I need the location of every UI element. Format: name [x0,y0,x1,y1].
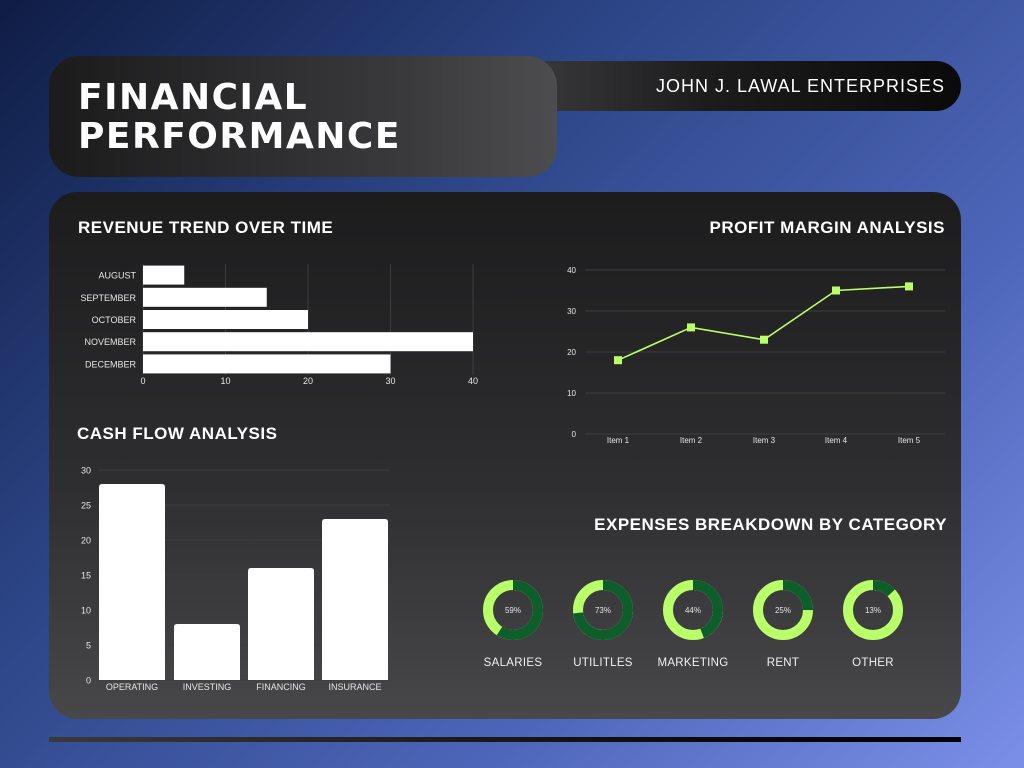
donut-category-label: SALARIES [484,657,543,669]
donut-category-label: UTILITLES [573,657,633,669]
donut-category-label: MARKETING [657,657,728,669]
donut-value-label: 25% [775,606,791,615]
donut-category-label: OTHER [852,657,894,669]
page-title-line1: FINANCIAL [78,78,401,117]
company-pill: JOHN J. LAWAL ENTERPRISES [500,61,961,111]
donut-category-label: RENT [767,657,800,669]
donut-value-label: 44% [685,606,701,615]
company-name: JOHN J. LAWAL ENTERPRISES [656,76,945,97]
donut-value-label: 59% [505,606,521,615]
page-title: FINANCIAL PERFORMANCE [78,78,401,156]
donut-value-label: 73% [595,606,611,615]
donut-value-label: 13% [865,606,881,615]
page-title-line2: PERFORMANCE [78,117,401,156]
bottom-divider [49,737,961,742]
title-card: FINANCIAL PERFORMANCE [49,56,557,177]
